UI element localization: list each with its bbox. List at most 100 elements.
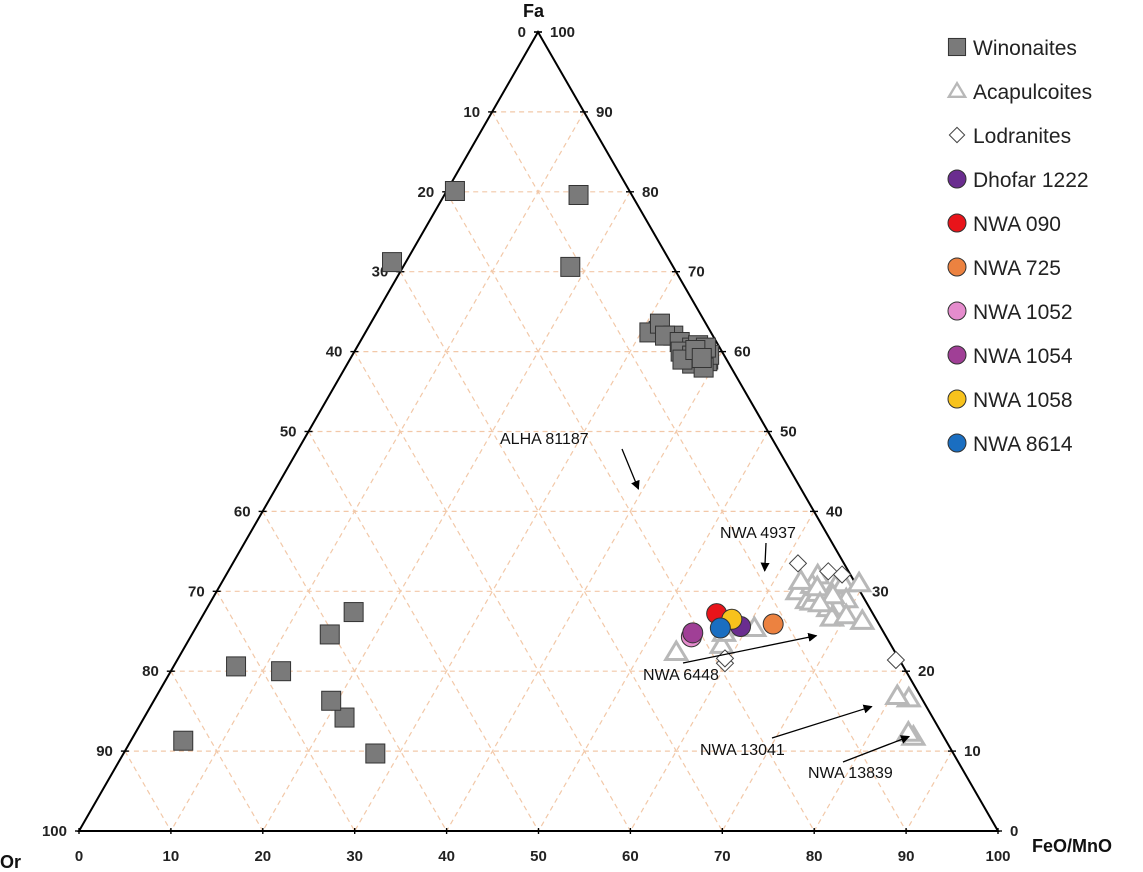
- legend-label-4: NWA 090: [973, 213, 1061, 236]
- annotation-label-1: NWA 4937: [720, 525, 796, 542]
- annotation-arrow-1: [760, 542, 770, 572]
- point-acapulcoites-18: [833, 602, 860, 625]
- point-winonaites-9: [560, 256, 581, 277]
- point-acapulcoites-19-shape: [849, 607, 876, 630]
- annotation-arrow-3: [771, 704, 873, 739]
- point-acapulcoites-22: [804, 574, 831, 597]
- grid-line-fe-70: [721, 591, 861, 832]
- legend-marker-9: [947, 433, 967, 453]
- point-acapulcoites-23: [819, 582, 847, 605]
- annotation-label-4: NWA 13839: [808, 765, 893, 782]
- legend-item-6: NWA 1052: [947, 301, 1073, 324]
- tick-label-left: 10: [463, 104, 480, 121]
- grid-line-or-10: [491, 111, 907, 832]
- legend-marker-6: [947, 301, 967, 321]
- point-winonaites-0: [226, 656, 247, 677]
- legend-marker-1: [946, 80, 968, 99]
- point-winonaites-6: [334, 707, 355, 728]
- point-acapulcoites-21: [787, 567, 814, 590]
- grid-line-fe-60: [629, 511, 815, 832]
- point-lodranites-2: [819, 562, 838, 581]
- apex-label-top: Fa: [523, 1, 545, 21]
- annotation-label-2: NWA 6448: [643, 667, 719, 684]
- tick-label-bottom: 90: [898, 848, 915, 865]
- legend-marker-3: [947, 169, 967, 189]
- legend-label-7: NWA 1054: [973, 345, 1073, 368]
- point-acapulcoites-19: [849, 607, 876, 630]
- point-acapulcoites-24: [806, 590, 834, 613]
- apex-label-right: FeO/MnO: [1032, 836, 1112, 856]
- legend-marker-0: [947, 37, 967, 57]
- legend-label-5: NWA 725: [973, 257, 1061, 280]
- annotation-label-0: ALHA 81187: [500, 431, 589, 448]
- point-lodranites-3: [788, 554, 808, 573]
- tick-label-left: 80: [142, 663, 159, 680]
- legend-item-8: NWA 1058: [947, 389, 1073, 412]
- legend-label-2: Lodranites: [973, 125, 1071, 148]
- tick-label-bottom: 10: [163, 848, 180, 865]
- tick-label-bottom: 100: [985, 848, 1010, 865]
- point-lodranites-4: [832, 565, 852, 584]
- tick-label-left: 60: [234, 503, 251, 520]
- point-winonaites-7: [321, 690, 342, 711]
- tick-label-right: 80: [642, 184, 659, 201]
- point-acapulcoites-24-shape: [806, 590, 834, 613]
- legend-label-0: Winonaites: [973, 37, 1077, 60]
- data-points: [173, 181, 927, 764]
- tick-label-left: 70: [188, 583, 205, 600]
- point-winonaites-29: [382, 252, 403, 273]
- tick-label-bottom: 40: [438, 848, 455, 865]
- legend-marker-1-shape: [946, 80, 968, 99]
- legend-item-1: Acapulcoites: [946, 80, 1092, 104]
- point-acapulcoites-22-shape: [804, 574, 831, 597]
- legend-marker-2: [948, 126, 966, 144]
- legend-item-0: Winonaites: [947, 37, 1077, 60]
- legend-label-6: NWA 1052: [973, 301, 1073, 324]
- grid-line-or-20: [445, 191, 815, 832]
- point-winonaites-4: [271, 661, 292, 682]
- tick-label-right: 60: [734, 344, 751, 361]
- point-winonaites-31: [691, 347, 712, 368]
- tick-label-left: 0: [518, 24, 526, 41]
- point-acapulcoites-20-shape: [845, 570, 873, 593]
- tick-label-right: 70: [688, 264, 705, 281]
- tick-label-right: 30: [872, 583, 889, 600]
- tick-label-left: 50: [280, 424, 297, 441]
- tick-label-left: 40: [326, 344, 343, 361]
- point-winonaites-8: [444, 181, 465, 202]
- point-acapulcoites-1-shape: [663, 639, 690, 662]
- point-acapulcoites-21-shape: [787, 567, 814, 590]
- tick-label-bottom: 80: [806, 848, 823, 865]
- legend-label-8: NWA 1058: [973, 389, 1073, 412]
- annotation-arrow-2: [682, 632, 818, 664]
- annotation-arrow-4: [842, 735, 911, 763]
- point-winonaites-5: [365, 743, 386, 764]
- legend-marker-8: [947, 389, 967, 409]
- legend-marker-4: [947, 213, 967, 233]
- point-acapulcoites-23-shape: [819, 582, 847, 605]
- grid-line-fe-20: [262, 191, 631, 832]
- legend-item-3: Dhofar 1222: [947, 169, 1089, 192]
- legend-item-4: NWA 090: [947, 213, 1061, 236]
- legend-item-2: Lodranites: [948, 125, 1071, 148]
- tick-label-right: 0: [1010, 823, 1018, 840]
- annotation-arrow-0: [621, 448, 640, 490]
- axis-ticks: [75, 31, 1002, 834]
- point-acapulcoites-20: [845, 570, 873, 593]
- grid-line-fe-40: [446, 351, 723, 832]
- grid-line-fe-50: [537, 431, 769, 832]
- tick-label-right: 90: [596, 104, 613, 121]
- point-nwa-725-0: [762, 613, 784, 635]
- tick-label-bottom: 0: [75, 848, 83, 865]
- grid-line-or-70: [216, 591, 356, 832]
- point-acapulcoites-18-shape: [833, 602, 860, 625]
- point-winonaites-2: [343, 602, 364, 623]
- annotation-label-3: NWA 13041: [700, 742, 785, 759]
- legend: Winonaites Acapulcoites Lodranites Dhofar 1…: [946, 37, 1092, 456]
- legend-item-7: NWA 1054: [947, 345, 1073, 368]
- tick-label-bottom: 20: [254, 848, 271, 865]
- point-winonaites-3: [319, 624, 340, 645]
- point-winonaites-1: [173, 730, 194, 751]
